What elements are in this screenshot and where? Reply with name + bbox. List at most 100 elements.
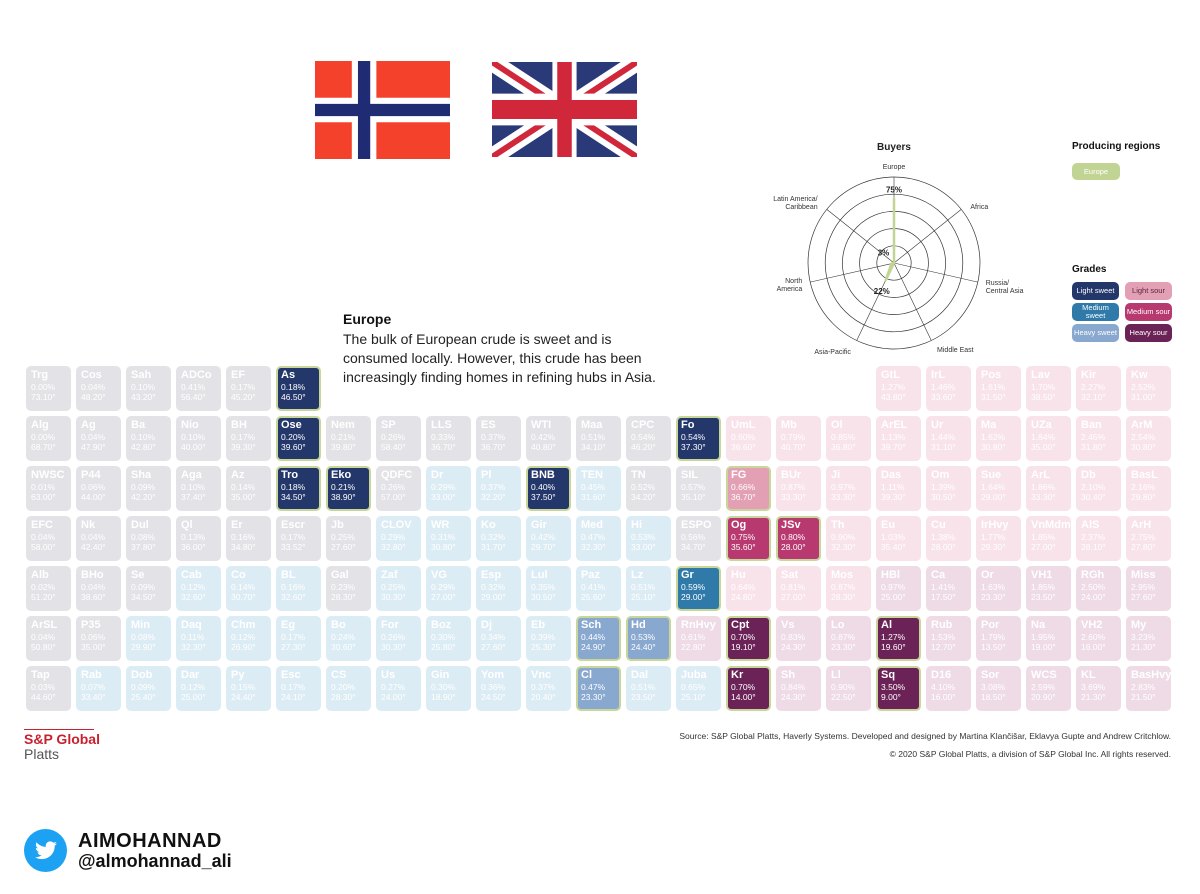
grade-sulfur: 0.26% [381,482,406,492]
grade-api: 38.50° [1031,392,1056,402]
grade-name: Kr [731,669,744,681]
grade-cell: My 3.23% 21.30° [1126,616,1171,661]
grade-sulfur: 0.32% [481,582,506,592]
grade-api: 24.10° [281,692,306,702]
grade-api: 32.10° [1081,392,1106,402]
grade-cell: Ban 2.45% 31.80° [1076,416,1121,461]
grade-cell: UmL 0.60% 36.60° [726,416,771,461]
grade-cell: WTI 0.42% 40.80° [526,416,571,461]
grade-cell: IrHvy 1.77% 29.30° [976,516,1021,561]
grade-sulfur: 2.27% [1081,382,1106,392]
grade-api: 33.00° [431,492,456,502]
grade-name: Co [231,569,246,581]
grade-name: Ol [831,419,843,431]
grade-sulfur: 1.11% [881,482,905,492]
grade-cell: SP 0.26% 58.40° [376,416,421,461]
grade-api: 42.40° [81,542,106,552]
grade-api: 30.50° [531,592,556,602]
grade-cell: Cpt 0.70% 19.10° [726,616,771,661]
grade-api: 30.50° [931,492,956,502]
grade-api: 24.90° [581,642,606,652]
grade-cell: Chm 0.12% 26.90° [226,616,271,661]
grade-sulfur: 0.07% [81,682,106,692]
grade-name: Pos [981,369,1002,381]
grade-api: 32.20° [481,492,506,502]
grade-api: 34.70° [681,542,706,552]
grade-sulfur: 2.54% [1131,432,1156,442]
grade-sulfur: 0.02% [31,582,56,592]
grade-sulfur: 1.41% [931,582,956,592]
grade-sulfur: 0.25% [381,582,406,592]
grade-cell: Ji 0.97% 33.30° [826,466,871,511]
grade-sulfur: 1.03% [881,532,906,542]
grade-sulfur: 0.64% [731,582,756,592]
grade-name: Ur [931,419,944,431]
grade-api: 43.20° [131,392,156,402]
producing-regions-title: Producing regions [1072,141,1161,152]
grade-sulfur: 0.41% [581,582,606,592]
grade-name: Dob [131,669,153,681]
grade-name: Kir [1081,369,1097,381]
grade-api: 33.52° [281,542,306,552]
grade-name: UZa [1031,419,1052,431]
radar-axis-label: Africa [970,204,988,211]
grade-cell: Maa 0.51% 34.10° [576,416,621,461]
grade-api: 38.90° [331,492,356,502]
grade-name: Mb [781,419,797,431]
grade-cell: Eg 0.17% 27.30° [276,616,321,661]
grade-sulfur: 0.29% [431,582,456,592]
grade-name: BNB [531,469,555,481]
grade-sulfur: 0.24% [331,632,356,642]
grade-api: 35.40° [881,542,906,552]
grade-name: AlS [1081,519,1100,531]
grade-chip-medium-sour: Medium sour [1125,303,1172,321]
grade-api: 12.70° [931,642,956,652]
grade-name: Jb [331,519,344,531]
grade-sulfur: 1.70% [1031,382,1056,392]
grade-cell: ArH 2.75% 27.80° [1126,516,1171,561]
grade-cell: RnHvy 0.61% 22.80° [676,616,721,661]
grade-api: 51.20° [31,592,56,602]
grade-name: NWSC [31,469,65,481]
grade-cell: Dal 0.51% 23.50° [626,666,671,711]
grade-api: 57.00° [381,492,406,502]
radar-axis-label: Latin America/Caribbean [773,196,817,211]
grade-cell: Rub 1.53% 12.70° [926,616,971,661]
radar-spoke [826,209,895,264]
grade-api: 31.10° [931,442,956,452]
grade-api: 68.70° [31,442,56,452]
grade-sulfur: 0.25% [331,532,356,542]
grade-cell: Ag 0.04% 47.90° [76,416,121,461]
grade-name: Zaf [381,569,398,581]
grade-cell: Cu 1.38% 28.00° [926,516,971,561]
grade-name: Sha [131,469,152,481]
grade-name: VH2 [1081,619,1103,631]
grade-api: 29.90° [131,642,156,652]
grade-cell: Kir 2.27% 32.10° [1076,366,1121,411]
grade-cell: Aga 0.10% 37.40° [176,466,221,511]
grade-cell: ArSL 0.04% 50.80° [26,616,71,661]
grade-sulfur: 0.56% [681,532,706,542]
grade-api: 18.90° [431,692,456,702]
grade-api: 27.60° [481,642,506,652]
grade-sulfur: 2.45% [1081,432,1106,442]
grade-name: Das [881,469,902,481]
grade-api: 32.80° [381,542,406,552]
grade-api: 34.50° [281,492,306,502]
grade-name: Hu [731,569,746,581]
radar-value-label: 75% [886,186,902,195]
grade-cell: Az 0.14% 35.00° [226,466,271,511]
grade-name: Gir [531,519,547,531]
grade-sulfur: 0.31% [431,532,456,542]
grade-cell: Hi 0.53% 33.00° [626,516,671,561]
grade-api: 19.00° [1031,642,1056,652]
grade-name: Eu [881,519,896,531]
grade-sulfur: 2.10% [1081,482,1106,492]
grade-cell: ESPO 0.56% 34.70° [676,516,721,561]
grade-sulfur: 1.64% [981,482,1006,492]
grade-cell: Vnc 0.37% 20.40° [526,666,571,711]
grade-api: 40.00° [181,442,206,452]
grade-api: 25.10° [681,692,706,702]
grade-api: 63.00° [31,492,56,502]
grade-api: 27.00° [781,592,806,602]
